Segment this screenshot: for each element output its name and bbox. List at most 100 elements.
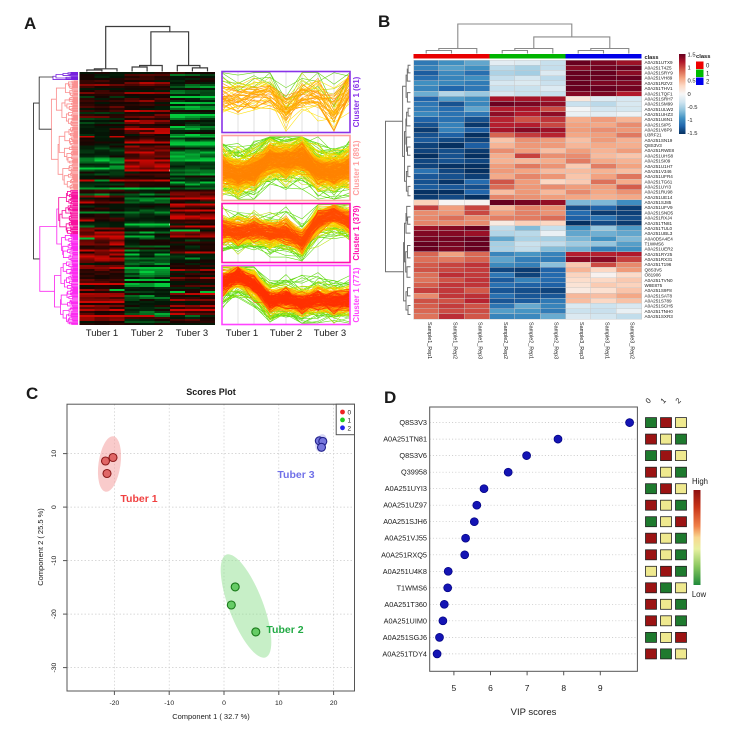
svg-text:-30: -30 [51,662,58,672]
svg-text:Cluster 1 (891): Cluster 1 (891) [352,140,361,195]
svg-text:A0A0D5A4E4: A0A0D5A4E4 [645,236,674,241]
svg-text:-20: -20 [51,609,58,619]
svg-text:A0A251THV1: A0A251THV1 [645,86,674,91]
svg-text:A0A251U1H7: A0A251U1H7 [645,164,674,169]
svg-text:Tuber 3: Tuber 3 [277,469,314,481]
svg-text:A0A251UFR4: A0A251UFR4 [645,174,674,179]
svg-text:A0A251UBL3: A0A251UBL3 [645,231,673,236]
svg-text:A0A251TNH0: A0A251TNH0 [645,309,674,314]
svg-text:B: B [378,12,390,31]
svg-text:A0A251UE14: A0A251UE14 [645,195,673,200]
svg-text:A0A251S9F8: A0A251S9F8 [645,288,673,293]
svg-text:-1: -1 [688,118,693,124]
svg-text:A0A251TN81: A0A251TN81 [645,221,673,226]
svg-text:A0A251SCH5: A0A251SCH5 [645,304,674,309]
svg-text:Tuber 3: Tuber 3 [314,328,346,339]
svg-text:A0A251U6N1: A0A251U6N1 [645,117,674,122]
svg-text:-20: -20 [109,700,119,707]
svg-text:A0A251SND5: A0A251SND5 [645,210,674,215]
svg-text:Sample1_Rep1: Sample1_Rep1 [426,322,432,359]
svg-text:0.5: 0.5 [688,79,696,85]
svg-text:class: class [696,54,711,60]
svg-text:Sample2_Rep1: Sample2_Rep1 [527,322,533,359]
svg-text:Sample3_Rep2: Sample3_Rep2 [629,322,635,359]
svg-text:Q8S3V5: Q8S3V5 [645,267,663,272]
svg-text:A0A251RXQ5: A0A251RXQ5 [381,550,427,559]
svg-text:20: 20 [330,700,338,707]
svg-text:A0A251TVN0: A0A251TVN0 [645,278,674,283]
svg-text:A0A251TQF1: A0A251TQF1 [645,91,674,96]
svg-text:U3RF21: U3RF21 [645,133,663,138]
svg-text:0: 0 [222,700,226,707]
svg-text:10: 10 [275,700,283,707]
svg-text:Sample1_Rep3: Sample1_Rep3 [477,322,483,359]
svg-text:Sample2_Rep3: Sample2_Rep3 [553,322,559,359]
svg-text:2: 2 [348,425,352,432]
svg-text:Q8S3V3: Q8S3V3 [399,418,427,427]
svg-text:A0A251UHS8: A0A251UHS8 [645,153,674,158]
svg-text:A0A251T360: A0A251T360 [384,600,427,609]
svg-text:A0A251SM99: A0A251SM99 [645,102,674,107]
svg-text:A0A251SIP5: A0A251SIP5 [645,122,672,127]
svg-text:Component 1 ( 32.7 %): Component 1 ( 32.7 %) [172,712,250,721]
svg-text:Tuber 1: Tuber 1 [86,328,118,339]
svg-text:1.5: 1.5 [688,53,696,59]
svg-text:A0A251TN81: A0A251TN81 [383,435,427,444]
svg-text:7: 7 [525,683,530,693]
svg-text:A0A251RX31: A0A251RX31 [645,257,673,262]
svg-text:1: 1 [688,66,691,72]
svg-text:0: 0 [644,396,653,405]
svg-text:A0A251RWE8: A0A251RWE8 [645,148,675,153]
svg-text:A0A251SJ85: A0A251SJ85 [645,200,672,205]
svg-text:A0A251ULW2: A0A251ULW2 [645,107,674,112]
svg-text:5: 5 [452,683,457,693]
svg-text:A0A251T4Z5: A0A251T4Z5 [645,65,673,70]
svg-text:A0A251UIM0: A0A251UIM0 [384,616,427,625]
svg-text:A0A251TG61: A0A251TG61 [645,179,673,184]
svg-text:-10: -10 [164,700,174,707]
svg-text:Q8S3V6: Q8S3V6 [399,451,427,460]
svg-text:Cluster 1 (379): Cluster 1 (379) [352,205,361,260]
svg-text:9: 9 [598,683,603,693]
svg-text:A0A251SJH6: A0A251SJH6 [383,517,427,526]
svg-text:T1WMS6: T1WMS6 [645,242,665,247]
svg-text:Cluster 1 (771): Cluster 1 (771) [352,267,361,322]
svg-text:Q39958: Q39958 [401,468,427,477]
svg-text:A0A251RU98: A0A251RU98 [645,190,674,195]
svg-text:A0A251UTX9: A0A251UTX9 [645,60,674,65]
svg-text:High: High [692,477,708,486]
svg-text:Cluster 1 (61): Cluster 1 (61) [352,76,361,127]
svg-text:Q8S3V3: Q8S3V3 [645,143,663,148]
svg-text:A0A251SRY9: A0A251SRY9 [645,71,674,76]
svg-text:A0A251T196: A0A251T196 [645,262,672,267]
svg-text:A0A251TUL0: A0A251TUL0 [645,226,673,231]
svg-text:A0A251VJ55: A0A251VJ55 [384,534,427,543]
svg-text:W8E875: W8E875 [645,283,663,288]
svg-text:A: A [24,14,36,33]
svg-text:Tuber 3: Tuber 3 [176,328,208,339]
svg-text:A0A251SAT8: A0A251SAT8 [645,293,673,298]
svg-text:A0A251UYI3: A0A251UYI3 [385,484,427,493]
svg-text:Sample3_Rep1: Sample3_Rep1 [603,322,609,359]
svg-text:A0A251RY25: A0A251RY25 [645,252,673,257]
svg-text:Component 2 ( 25.5 %): Component 2 ( 25.5 %) [36,508,45,586]
svg-text:Tuber 2: Tuber 2 [266,624,303,636]
svg-text:Low: Low [692,590,707,599]
svg-text:1: 1 [659,396,668,405]
svg-text:Tuber 1: Tuber 1 [120,493,157,505]
svg-text:A0A251V346: A0A251V346 [645,169,673,174]
svg-text:A0A251RZV2: A0A251RZV2 [645,81,674,86]
svg-text:Tuber 1: Tuber 1 [226,328,258,339]
svg-text:C: C [26,384,38,403]
svg-text:A0A251UYI3: A0A251UYI3 [645,185,672,190]
svg-text:VIP scores: VIP scores [511,707,557,718]
svg-text:A0A251TDY4: A0A251TDY4 [382,649,427,658]
svg-text:0: 0 [348,410,352,417]
svg-text:Tuber 2: Tuber 2 [270,328,302,339]
svg-text:0: 0 [706,64,710,70]
svg-text:-1.5: -1.5 [688,131,698,137]
svg-text:A0A251UER2: A0A251UER2 [645,247,674,252]
svg-text:Sample3_Rep3: Sample3_Rep3 [578,322,584,359]
svg-text:1: 1 [706,72,710,78]
svg-text:8: 8 [561,683,566,693]
